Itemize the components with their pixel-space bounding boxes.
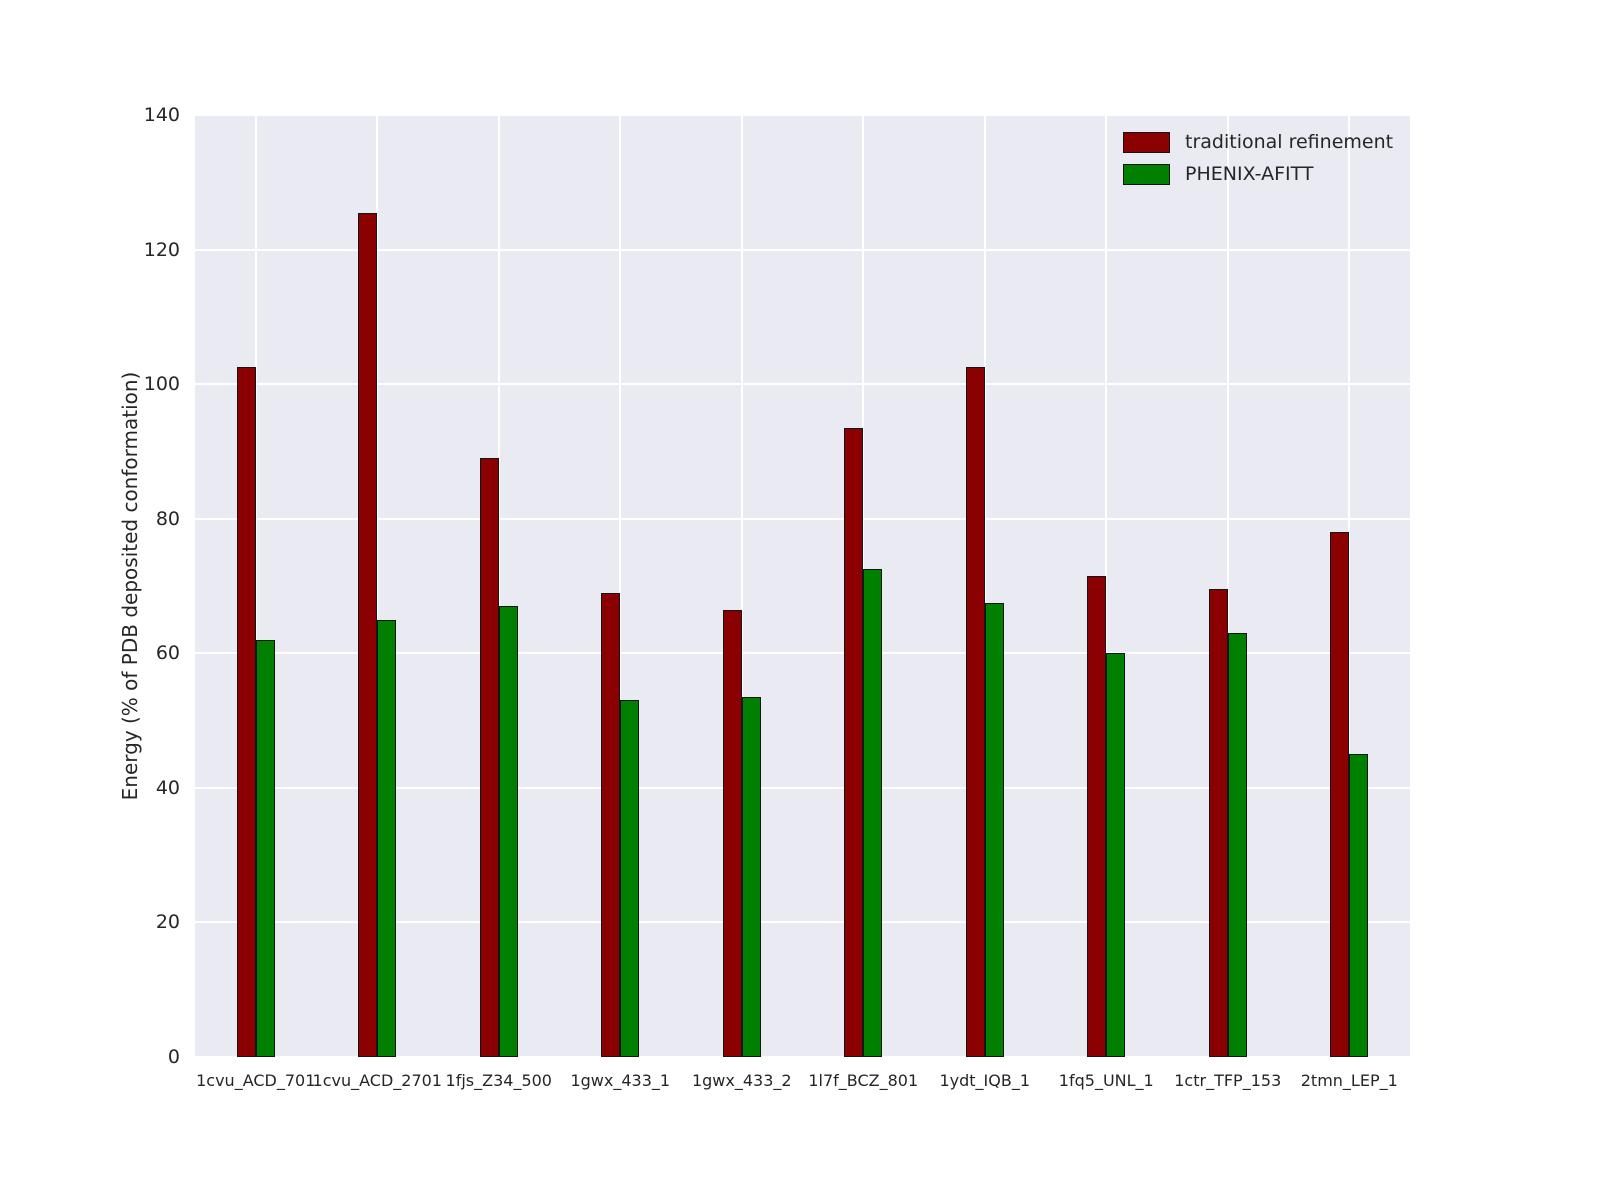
y-axis-title: Energy (% of PDB deposited conformation) bbox=[118, 371, 142, 801]
bar-traditional-refinement bbox=[358, 212, 378, 1057]
x-tick-label: 1fjs_Z34_500 bbox=[445, 1071, 552, 1090]
gridline-horizontal bbox=[195, 652, 1410, 655]
x-tick-label: 1cvu_ACD_2701 bbox=[312, 1071, 442, 1090]
x-tick-label: 1ctr_TFP_153 bbox=[1174, 1071, 1282, 1090]
bar-phenix-afitt bbox=[620, 700, 640, 1057]
bar-traditional-refinement bbox=[601, 592, 621, 1057]
gridline-horizontal bbox=[195, 921, 1410, 924]
bar-traditional-refinement bbox=[722, 609, 742, 1057]
x-tick-label: 1ydt_IQB_1 bbox=[939, 1071, 1031, 1090]
gridline-vertical bbox=[497, 115, 500, 1057]
legend-swatch-traditional-refinement bbox=[1123, 132, 1170, 153]
legend-label-phenix-afitt: PHENIX-AFITT bbox=[1185, 163, 1314, 185]
gridline-vertical bbox=[1348, 115, 1351, 1057]
bar-phenix-afitt bbox=[863, 569, 883, 1057]
plot-area: traditional refinement PHENIX-AFITT bbox=[195, 114, 1410, 1058]
x-tick-label: 1cvu_ACD_701 bbox=[196, 1071, 316, 1090]
x-tick-label: 1gwx_433_2 bbox=[691, 1071, 792, 1090]
gridline-horizontal bbox=[195, 114, 1410, 116]
bar-phenix-afitt bbox=[1349, 754, 1369, 1057]
y-tick-label: 100 bbox=[143, 373, 180, 396]
x-tick-label: 2tmn_LEP_1 bbox=[1300, 1071, 1398, 1090]
bar-traditional-refinement bbox=[1208, 589, 1228, 1057]
gridline-horizontal bbox=[195, 517, 1410, 520]
y-tick-label: 80 bbox=[155, 507, 180, 530]
legend-item-traditional-refinement: traditional refinement bbox=[1123, 131, 1393, 154]
bar-phenix-afitt bbox=[255, 639, 275, 1057]
gridline-vertical bbox=[740, 115, 743, 1057]
y-tick-label: 0 bbox=[167, 1046, 180, 1068]
gridline-horizontal bbox=[195, 786, 1410, 789]
gridline-horizontal bbox=[195, 383, 1410, 386]
bar-traditional-refinement bbox=[1087, 575, 1107, 1057]
gridline-vertical bbox=[983, 115, 986, 1057]
gridline-vertical bbox=[1226, 115, 1229, 1057]
x-tick-label: 1gwx_433_1 bbox=[570, 1071, 671, 1090]
gridline-horizontal bbox=[195, 1056, 1410, 1058]
legend: traditional refinement PHENIX-AFITT bbox=[1123, 131, 1393, 186]
gridline-vertical bbox=[619, 115, 622, 1057]
gridline-horizontal bbox=[195, 248, 1410, 251]
bar-phenix-afitt bbox=[498, 606, 518, 1057]
y-tick-label: 60 bbox=[155, 642, 180, 665]
y-tick-label: 120 bbox=[143, 238, 180, 261]
bar-traditional-refinement bbox=[236, 367, 256, 1057]
bar-traditional-refinement bbox=[479, 458, 499, 1057]
x-tick-label: 1fq5_UNL_1 bbox=[1058, 1071, 1154, 1090]
gridline-vertical bbox=[254, 115, 257, 1057]
legend-item-phenix-afitt: PHENIX-AFITT bbox=[1123, 163, 1393, 186]
bar-traditional-refinement bbox=[965, 367, 985, 1057]
bar-traditional-refinement bbox=[1330, 532, 1350, 1057]
y-tick-label: 20 bbox=[155, 911, 180, 934]
bar-phenix-afitt bbox=[1227, 633, 1247, 1057]
bar-traditional-refinement bbox=[844, 427, 864, 1057]
bar-phenix-afitt bbox=[1106, 653, 1126, 1057]
legend-swatch-phenix-afitt bbox=[1123, 164, 1170, 185]
bar-phenix-afitt bbox=[377, 619, 397, 1057]
bar-phenix-afitt bbox=[741, 697, 761, 1057]
x-tick-label: 1l7f_BCZ_801 bbox=[808, 1071, 919, 1090]
bar-phenix-afitt bbox=[984, 602, 1004, 1057]
legend-label-traditional-refinement: traditional refinement bbox=[1185, 131, 1394, 153]
gridline-vertical bbox=[376, 115, 379, 1057]
gridline-vertical bbox=[1105, 115, 1108, 1057]
y-tick-label: 40 bbox=[155, 776, 180, 799]
y-tick-label: 140 bbox=[143, 104, 180, 126]
